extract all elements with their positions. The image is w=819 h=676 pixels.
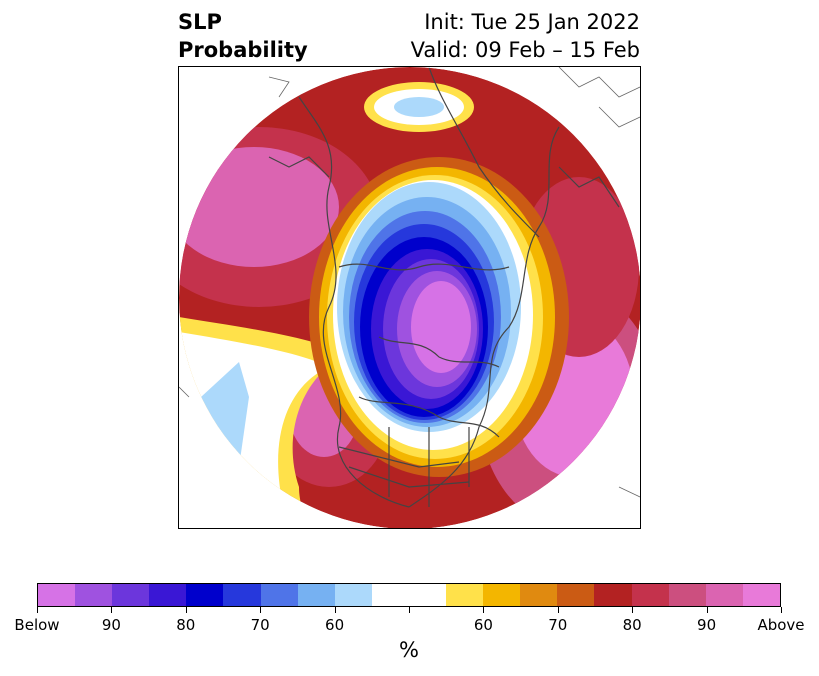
colorbar-tick (483, 607, 485, 613)
colorbar-tick (260, 607, 262, 613)
colorbar-cell (705, 584, 743, 606)
colorbar-cell (186, 584, 224, 606)
colorbar-cell (594, 584, 632, 606)
probability-map (179, 67, 640, 528)
north-blue (394, 97, 444, 117)
blue-patch-w (201, 362, 249, 467)
colorbar-cell (483, 584, 521, 606)
coastlines (268, 67, 620, 508)
colorbar-tick-label: Above (757, 616, 805, 634)
colorbar-cell (557, 584, 595, 606)
colorbar-tick-label: 90 (697, 616, 717, 634)
colorbar-cell (297, 584, 335, 606)
colorbar-cell (260, 584, 298, 606)
colorbar-tick (409, 607, 410, 613)
colorbar (37, 583, 781, 607)
init-date: Init: Tue 25 Jan 2022 (424, 10, 640, 34)
corner-coastlines (179, 67, 640, 498)
map-panel (178, 66, 641, 529)
colorbar-tick-label: 80 (622, 616, 642, 634)
colorbar-unit: % (399, 638, 419, 662)
title-line-2: Probability (178, 38, 308, 62)
colorbar-cell (631, 584, 669, 606)
colorbar-cell (446, 584, 484, 606)
colorbar-cell (742, 584, 780, 606)
colorbar-tick-label: 70 (548, 616, 568, 634)
colorbar-tick-label: 60 (473, 616, 493, 634)
colorbar-tick (111, 607, 113, 613)
colorbar-tick-label: 70 (250, 616, 270, 634)
colorbar-cell (371, 584, 409, 606)
core-max (411, 281, 471, 373)
date-info: Init: Tue 25 Jan 2022 Valid: 09 Feb – 15… (411, 8, 640, 64)
colorbar-cell (408, 584, 447, 606)
colorbar-tick-label: Below (14, 616, 60, 634)
colorbar-cell (75, 584, 113, 606)
colorbar-tick (706, 607, 708, 613)
colorbar-tick (781, 607, 782, 613)
colorbar-cell (223, 584, 261, 606)
valid-range: Valid: 09 Feb – 15 Feb (410, 38, 640, 62)
colorbar-cell (38, 584, 76, 606)
colorbar-tick-label: 90 (101, 616, 121, 634)
chart-title: SLP Probability (178, 8, 308, 64)
colorbar-tick (37, 607, 38, 613)
colorbar-tick (334, 607, 336, 613)
colorbar-cell (668, 584, 706, 606)
colorbar-tick (557, 607, 559, 613)
probability-field (179, 67, 640, 528)
colorbar-cell (334, 584, 372, 606)
colorbar-cell (112, 584, 150, 606)
title-line-1: SLP (178, 10, 222, 34)
colorbar-tick-label: 60 (325, 616, 345, 634)
colorbar-cell (520, 584, 558, 606)
colorbar-cell (149, 584, 187, 606)
colorbar-tick-label: 80 (176, 616, 196, 634)
colorbar-tick (632, 607, 634, 613)
colorbar-tick (185, 607, 187, 613)
